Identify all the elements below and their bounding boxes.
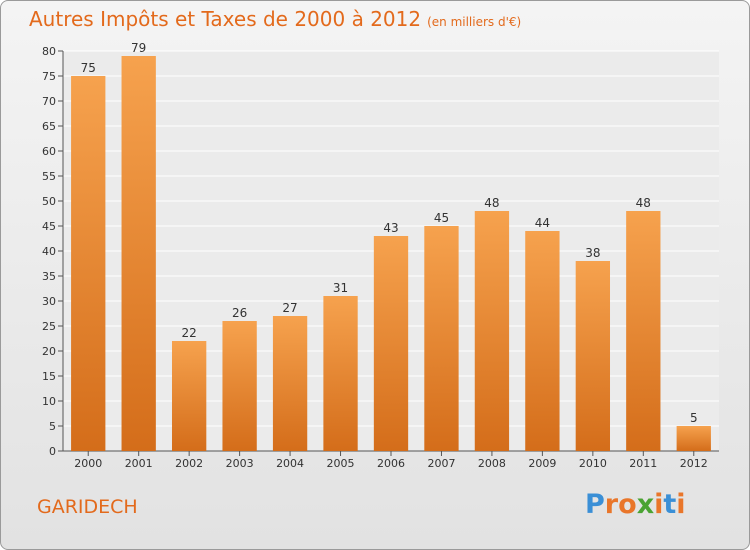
y-tick-label: 20 [42,345,56,358]
y-tick-label: 0 [49,445,56,458]
bar-2007 [424,226,459,451]
x-tick-label: 2000 [74,457,102,470]
logo-letter: i [654,489,664,520]
logo-letter: x [636,489,655,520]
y-tick-label: 75 [42,70,56,83]
y-tick-label: 65 [42,120,56,133]
data-label: 5 [690,411,698,425]
data-label: 79 [131,41,146,55]
y-tick-label: 45 [42,220,56,233]
y-tick-label: 80 [42,45,56,58]
bar-2012 [676,426,711,451]
logo-letter: t [663,489,677,520]
y-tick-label: 35 [42,270,56,283]
y-tick-label: 5 [49,420,56,433]
bar-2000 [71,76,106,451]
x-tick-label: 2005 [327,457,355,470]
data-label: 44 [535,216,550,230]
bar-2011 [626,211,661,451]
chart-title: Autres Impôts et Taxes de 2000 à 2012 (en… [29,7,521,31]
x-tick-label: 2008 [478,457,506,470]
logo-letter: P [585,489,605,520]
x-tick-label: 2003 [226,457,254,470]
bar-2006 [373,236,409,451]
bar-2008 [474,211,510,451]
data-label: 38 [585,246,600,260]
x-tick-label: 2009 [528,457,556,470]
bar-2002 [171,341,207,451]
y-tick-label: 50 [42,195,56,208]
y-tick-label: 40 [42,245,56,258]
y-tick-label: 10 [42,395,56,408]
data-label: 27 [282,301,297,315]
y-tick-label: 15 [42,370,56,383]
bar-2009 [525,231,560,451]
data-label: 26 [232,306,247,320]
x-tick-label: 2012 [680,457,708,470]
data-label: 48 [636,196,651,210]
logo-letter: o [618,489,637,520]
x-tick-label: 2002 [175,457,203,470]
data-label: 31 [333,281,348,295]
data-label: 48 [484,196,499,210]
bar-2004 [272,316,308,451]
data-label: 75 [81,61,96,75]
logo-letter: i [676,489,686,520]
commune-name: GARIDECH [37,496,138,518]
x-tick-label: 2011 [629,457,657,470]
bar-2003 [222,321,257,451]
x-tick-label: 2001 [125,457,153,470]
x-tick-label: 2004 [276,457,304,470]
y-tick-label: 55 [42,170,56,183]
x-tick-label: 2006 [377,457,405,470]
data-label: 45 [434,211,449,225]
data-label: 43 [383,221,398,235]
chart-title-text: Autres Impôts et Taxes de 2000 à 2012 [29,7,422,31]
data-label: 22 [182,326,197,340]
bar-2010 [575,261,611,451]
bar-2005 [323,296,358,451]
bar-2001 [121,56,156,451]
y-tick-label: 70 [42,95,56,108]
proxiti-logo[interactable]: Proxiti [585,489,686,520]
chart-subtitle: (en milliers d'€) [427,15,522,29]
y-tick-label: 25 [42,320,56,333]
x-tick-label: 2010 [579,457,607,470]
y-tick-label: 30 [42,295,56,308]
x-tick-label: 2007 [427,457,455,470]
y-tick-label: 60 [42,145,56,158]
logo-letter: r [604,489,619,520]
